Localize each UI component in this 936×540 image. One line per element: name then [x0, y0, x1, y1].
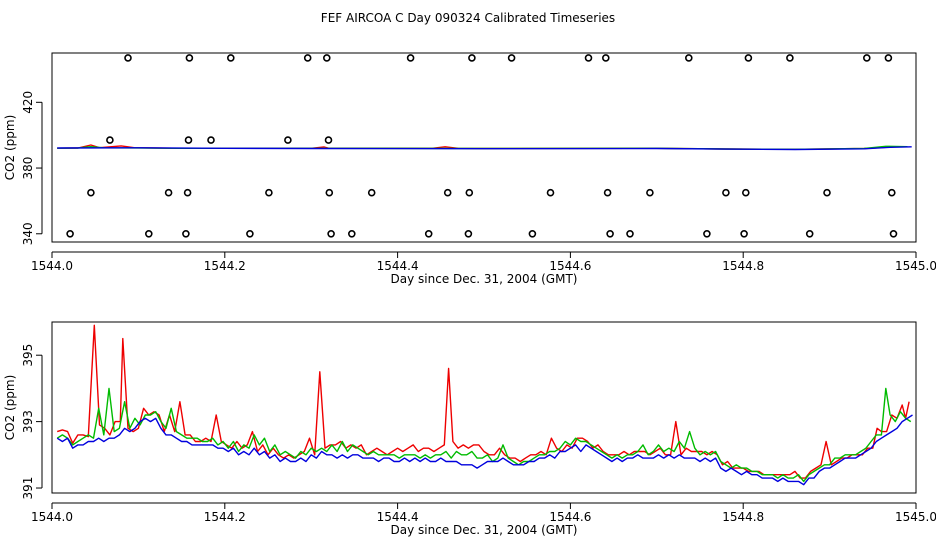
calibration-point	[464, 230, 473, 238]
calibration-point	[303, 54, 312, 62]
x-axis-label: Day since Dec. 31, 2004 (GMT)	[391, 272, 578, 286]
calibration-point	[324, 136, 333, 144]
calibration-point	[184, 136, 193, 144]
calibration-point	[322, 54, 331, 62]
calibration-point	[284, 136, 292, 144]
calibration-point	[684, 54, 693, 62]
series-line-green	[56, 387, 912, 483]
calibration-point	[528, 230, 537, 238]
series-line-red	[56, 324, 910, 479]
calibration-point	[106, 136, 114, 144]
y-tick-label: 420	[21, 91, 35, 114]
calibration-point	[507, 54, 516, 62]
y-axis-label: CO2 (ppm)	[3, 375, 17, 441]
figure-title: FEF AIRCOA C Day 090324 Calibrated Times…	[321, 11, 615, 25]
calibration-point	[443, 188, 452, 197]
calibration-point	[465, 188, 474, 197]
calibration-point	[646, 188, 654, 197]
calibration-point	[601, 54, 610, 62]
calibration-point	[703, 230, 711, 238]
calibration-point	[889, 230, 898, 238]
series-line-blue	[57, 146, 912, 151]
calibration-point	[185, 54, 194, 62]
x-tick-label: 1544.4	[377, 259, 419, 273]
calibration-point	[424, 230, 433, 238]
calibration-point	[606, 230, 614, 238]
calibration-point	[327, 230, 335, 238]
x-axis-label: Day since Dec. 31, 2004 (GMT)	[391, 523, 578, 537]
calibration-point	[124, 54, 132, 62]
y-tick-label: 393	[21, 410, 35, 433]
calibration-point	[862, 54, 871, 62]
series-line-blue	[56, 414, 913, 486]
y-tick-label: 340	[21, 222, 35, 245]
calibration-point	[584, 54, 593, 62]
calibration-point	[741, 188, 750, 197]
calibration-point	[603, 188, 612, 197]
calibration-point	[722, 188, 730, 197]
co2-calibration-panel: 1544.0 1544.2 1544.4 1544.6 1544.8 1545.0 Day …	[3, 52, 936, 286]
calibration-point	[87, 188, 95, 197]
co2-timeseries-panel: 1544.0 1544.2 1544.4 1544.6 1544.8 1545.0 Day …	[3, 321, 936, 537]
y-tick-label: 395	[21, 344, 35, 367]
calibration-point	[887, 188, 896, 197]
x-tick-label: 1544.2	[204, 259, 246, 273]
calibration-point	[884, 54, 893, 62]
calibration-point	[744, 54, 753, 62]
x-tick-label: 1544.8	[722, 259, 764, 273]
x-tick-label: 1545.0	[895, 259, 936, 273]
calibration-point	[66, 230, 74, 238]
calibration-point	[246, 230, 254, 238]
x-tick-label: 1544.4	[377, 510, 419, 524]
calibration-point	[823, 188, 831, 197]
y-axis-label: CO2 (ppm)	[3, 115, 17, 181]
calibration-point	[145, 230, 153, 238]
calibration-point	[805, 230, 814, 238]
y-tick-label: 380	[21, 157, 35, 180]
calibration-point	[164, 188, 173, 197]
calibration-point	[325, 188, 334, 197]
x-tick-label: 1544.0	[31, 259, 73, 273]
plot-frame	[51, 52, 917, 243]
calibration-point	[740, 230, 748, 238]
calibration-point	[468, 54, 476, 62]
calibration-point	[207, 136, 215, 144]
calibration-point	[406, 54, 415, 62]
x-tick-label: 1544.2	[204, 510, 246, 524]
calibration-point	[367, 188, 376, 197]
x-tick-label: 1544.6	[549, 259, 591, 273]
calibration-point	[227, 54, 235, 62]
calibration-point	[546, 188, 555, 197]
x-tick-label: 1544.6	[549, 510, 591, 524]
calibration-point	[183, 188, 192, 197]
calibration-point	[265, 188, 273, 197]
x-tick-label: 1544.0	[31, 510, 73, 524]
plot-frame	[51, 321, 917, 494]
calibration-point	[347, 230, 356, 238]
x-tick-label: 1545.0	[895, 510, 936, 524]
y-tick-label: 391	[21, 477, 35, 500]
calibration-point	[626, 230, 634, 238]
calibration-point	[786, 54, 794, 62]
calibration-point	[182, 230, 190, 238]
x-tick-label: 1544.8	[722, 510, 764, 524]
